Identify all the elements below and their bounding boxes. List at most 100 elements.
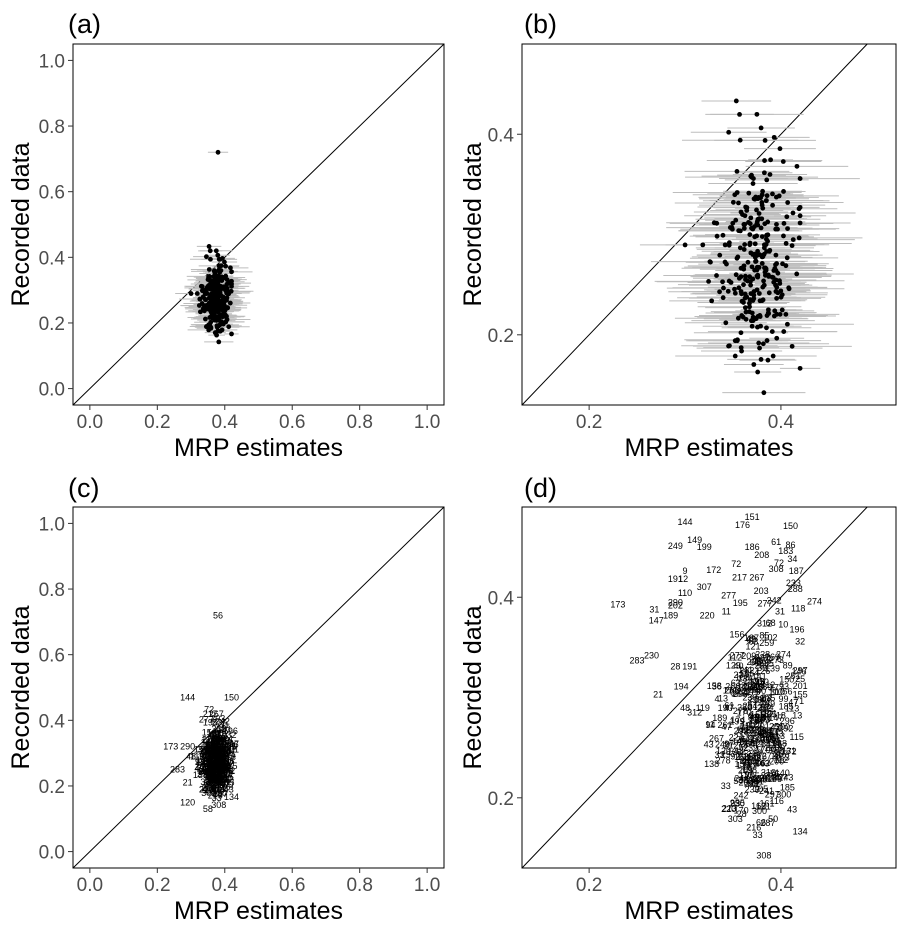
point-label: 186	[745, 542, 760, 552]
point-label: 136	[215, 775, 230, 785]
data-point	[219, 327, 225, 333]
point-label: 300	[752, 806, 767, 816]
point-label: 157	[758, 726, 773, 736]
point-label: 6	[211, 751, 216, 761]
point-label: 277	[216, 745, 231, 755]
point-label: 144	[207, 746, 222, 756]
point-label: 277	[721, 590, 736, 600]
point-label: 49	[749, 712, 759, 722]
point-label: 71	[215, 735, 225, 745]
point-label: 7	[755, 785, 760, 795]
point-label: 158	[194, 744, 209, 754]
point-label: 129	[201, 738, 216, 748]
point-label: 213	[722, 804, 737, 814]
point-label: 33	[721, 781, 731, 791]
point-label: 97	[724, 739, 734, 749]
point-label: 28	[761, 728, 771, 738]
data-point	[779, 292, 785, 298]
point-label: 235	[747, 657, 762, 667]
point-label: 214	[206, 744, 221, 754]
data-point	[755, 274, 761, 280]
data-point	[219, 274, 225, 280]
point-label: 121	[749, 719, 764, 729]
point-label: 163	[736, 725, 751, 735]
point-label: 224	[206, 745, 221, 755]
point-label: 144	[744, 686, 759, 696]
data-point	[754, 111, 760, 117]
point-label: 13	[792, 711, 802, 721]
point-label: 185	[779, 701, 794, 711]
point-label: 310	[216, 746, 231, 756]
point-label: 140	[218, 773, 233, 783]
point-label: 282	[739, 666, 754, 676]
point-label: 48	[680, 703, 690, 713]
data-point	[206, 267, 212, 272]
point-label: 278	[213, 774, 228, 784]
point-label: 108	[204, 742, 219, 752]
x-axis-title: MRP estimates	[174, 434, 343, 462]
y-tick-label: 0.8	[39, 580, 65, 601]
data-point	[776, 193, 782, 199]
point-label: 308	[756, 851, 771, 861]
data-point	[219, 278, 225, 283]
data-point	[764, 338, 770, 343]
data-point	[735, 315, 741, 321]
point-label: 275	[213, 748, 228, 758]
data-point	[750, 181, 756, 186]
point-label: 77	[753, 657, 763, 667]
data-point	[736, 200, 741, 206]
point-label: 114	[210, 775, 224, 785]
point-label: 169	[765, 652, 780, 662]
point-label: 163	[204, 759, 219, 769]
data-point	[740, 314, 746, 320]
point-label: 28	[737, 809, 747, 819]
point-label: 205	[762, 709, 777, 719]
point-label: 57	[739, 724, 749, 734]
data-point	[755, 248, 761, 254]
point-label: 50	[768, 814, 778, 824]
data-point	[747, 304, 752, 310]
point-label: 89	[753, 683, 763, 693]
x-tick-label: 0.0	[77, 412, 103, 433]
data-point	[215, 317, 221, 323]
point-label: 215	[738, 752, 753, 762]
data-point	[756, 264, 762, 270]
point-label: 6	[730, 687, 735, 697]
point-label: 42	[746, 634, 756, 644]
point-label: 188	[731, 689, 746, 699]
point-label: 95	[212, 755, 222, 765]
data-point	[764, 232, 770, 238]
data-point	[736, 285, 742, 291]
point-label: 254	[206, 751, 221, 761]
point-label: 126	[755, 666, 770, 676]
point-label: 127	[744, 725, 759, 735]
data-point	[754, 207, 759, 213]
point-label: 63	[210, 730, 220, 740]
point-label: 92	[748, 778, 758, 788]
point-label: 52	[207, 765, 217, 775]
point-label: 30	[207, 745, 217, 755]
point-label: 297	[224, 739, 239, 749]
data-point	[720, 232, 726, 238]
point-label: 22	[764, 772, 774, 782]
data-point	[747, 232, 753, 238]
data-point	[216, 256, 222, 262]
data-point	[747, 274, 753, 280]
point-label: 179	[736, 760, 751, 770]
data-point	[746, 219, 751, 225]
data-point	[742, 213, 748, 219]
y-axis: 0.2 0.4	[488, 125, 522, 347]
y-axis-title: Recorded data	[7, 142, 35, 306]
point-label: 113	[739, 770, 753, 780]
point-label: 112	[746, 779, 760, 789]
data-point	[741, 282, 746, 288]
point-label: 247	[750, 679, 765, 689]
data-point	[751, 362, 757, 367]
point-label: 220	[199, 785, 214, 795]
data-point	[758, 323, 763, 329]
point-label: 63	[748, 637, 758, 647]
data-point	[223, 263, 229, 269]
point-label: 112	[774, 755, 788, 765]
point-label: 22	[215, 774, 225, 784]
point-label: 209	[211, 755, 226, 765]
